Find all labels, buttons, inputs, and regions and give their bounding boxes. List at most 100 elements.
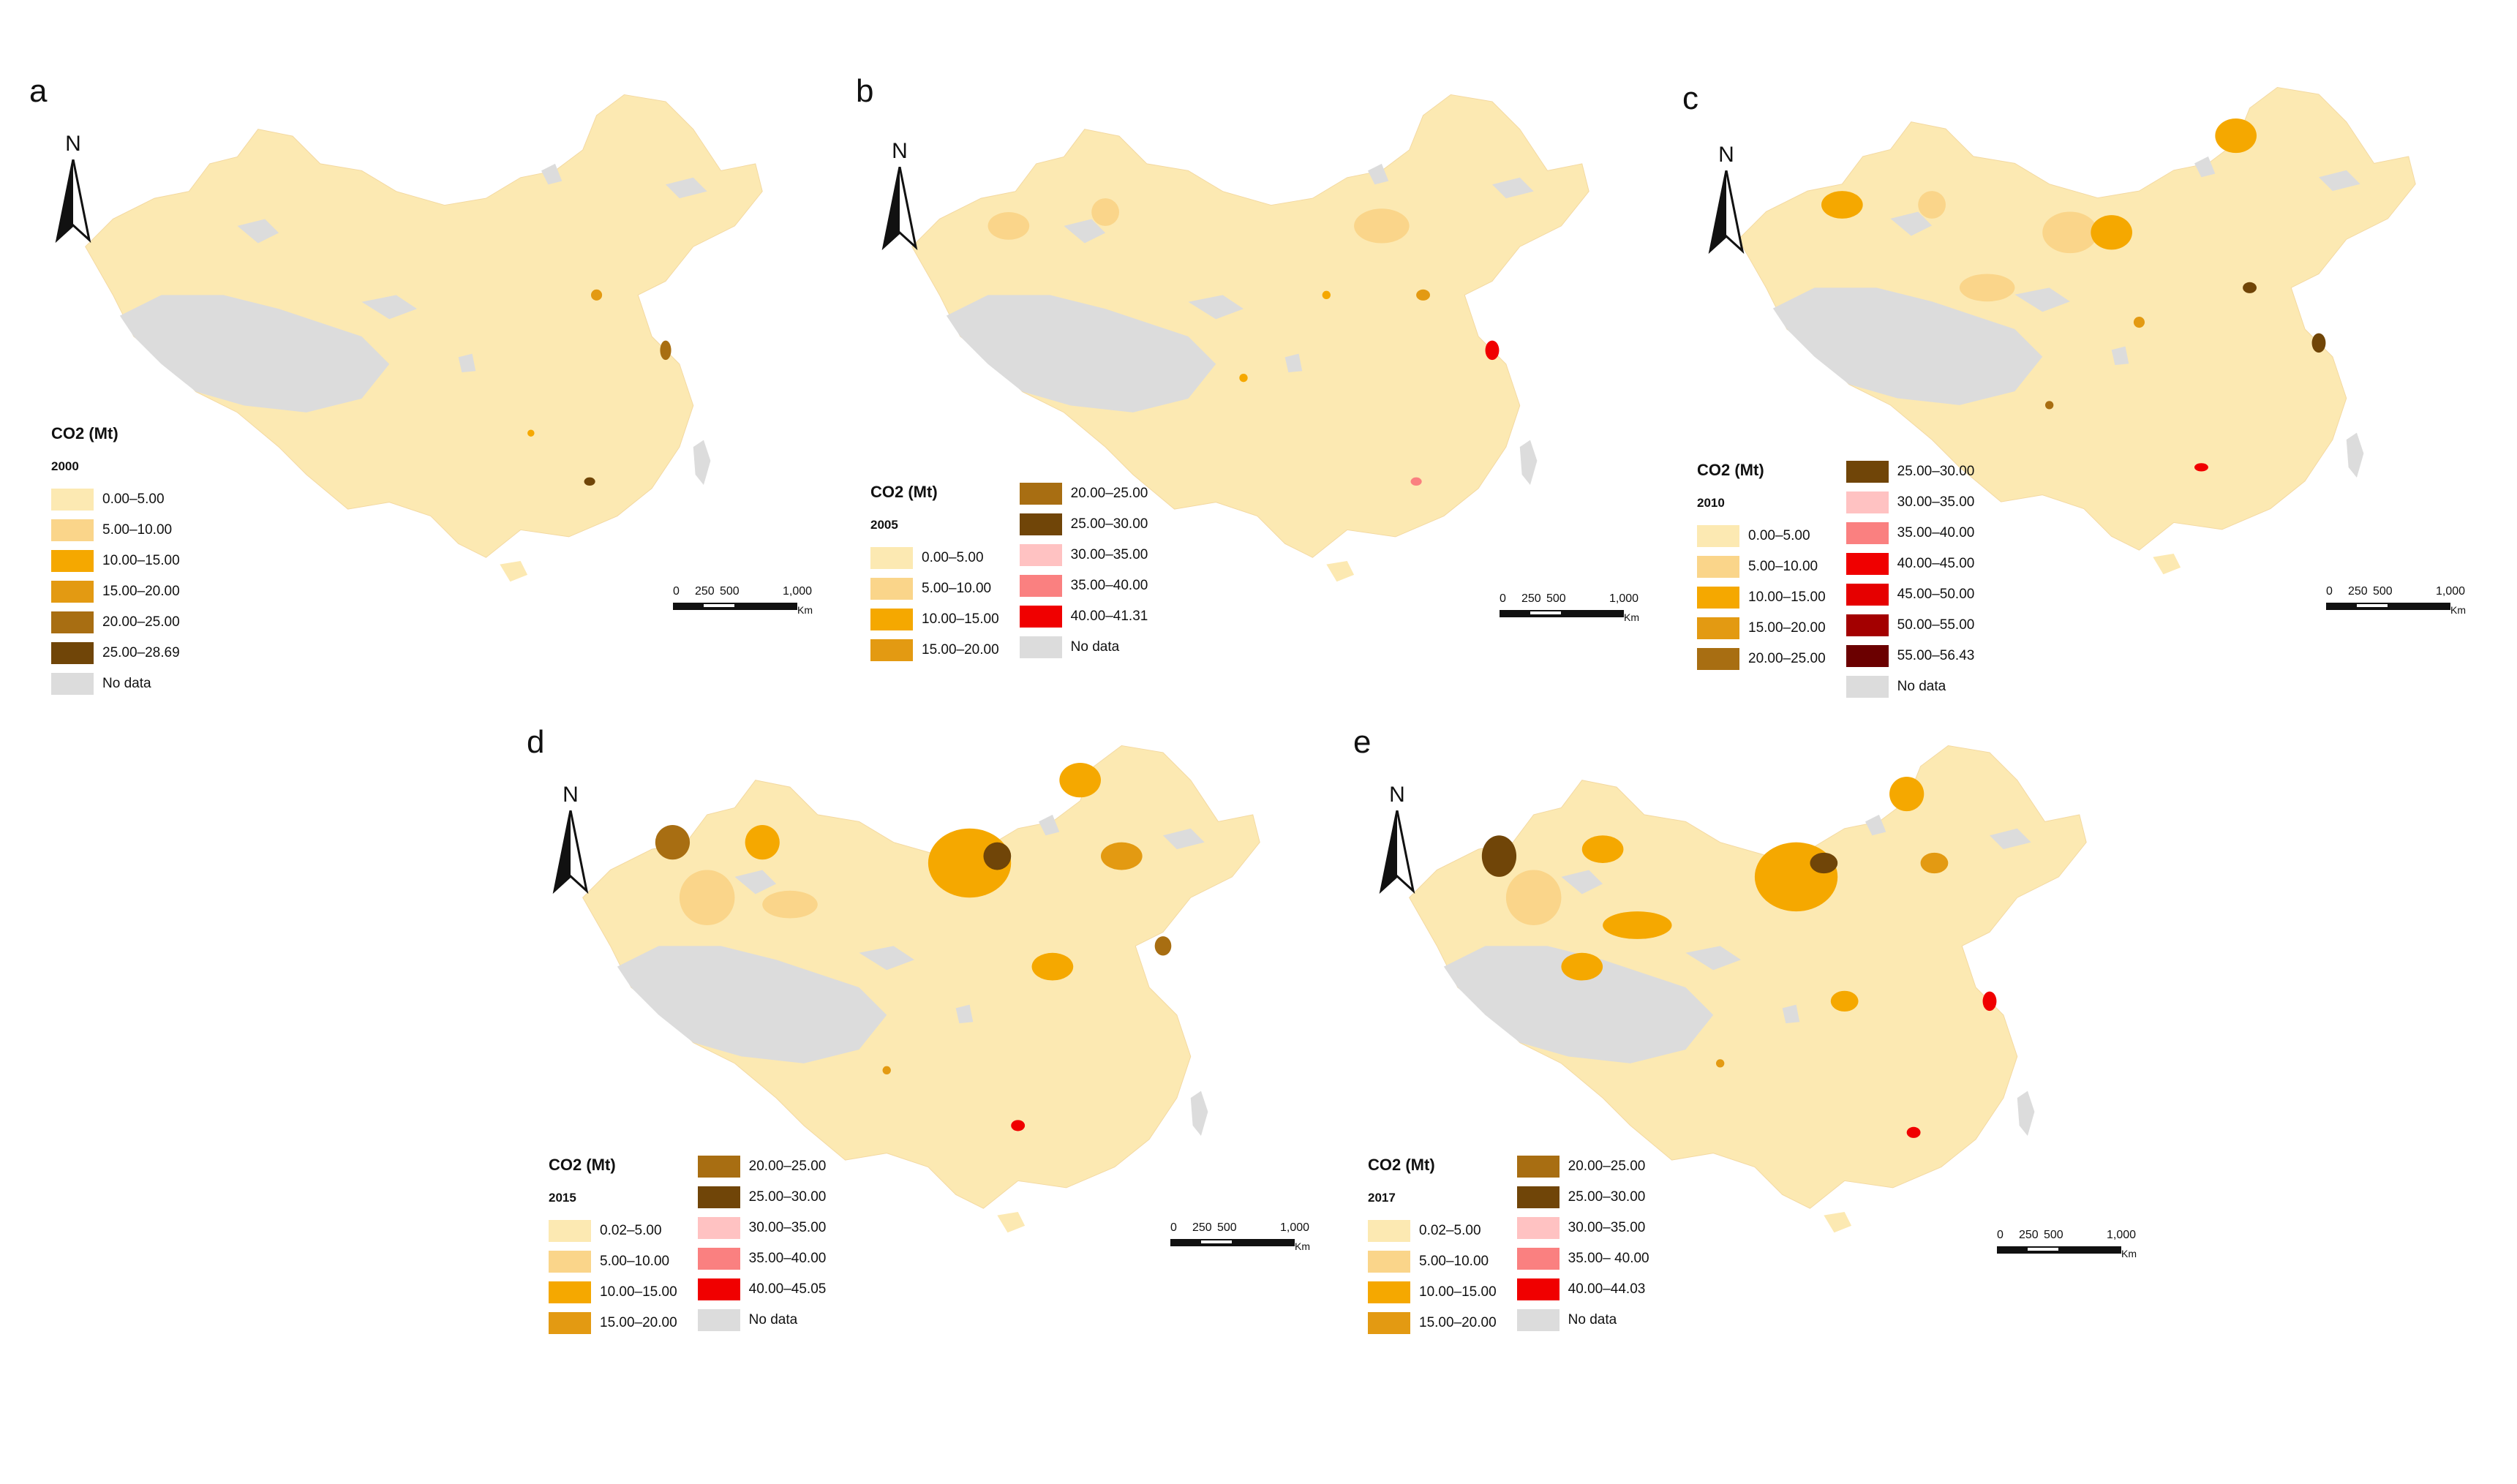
legend-item: 5.00–10.00: [1368, 1251, 1497, 1273]
no-data-region: [734, 870, 777, 894]
no-data-region: [458, 353, 476, 373]
legend-swatch: [549, 1220, 591, 1242]
legend-swatch: [1697, 587, 1739, 609]
no-data-region: [1163, 828, 1205, 850]
legend-swatch: [1368, 1220, 1410, 1242]
scale-unit: Km: [1295, 1240, 1310, 1252]
no-data-region: [1890, 211, 1933, 236]
legend-swatch: [1697, 617, 1739, 639]
china-land: [582, 745, 1260, 1209]
legend-swatch: [51, 611, 94, 633]
emission-hotspot: [1906, 1126, 1921, 1138]
legend-item: 55.00–56.43: [1846, 645, 1974, 667]
legend-swatch: [1697, 648, 1739, 670]
emission-hotspot: [1889, 776, 1925, 812]
legend-label: 40.00–45.05: [748, 1281, 827, 1297]
emission-hotspot: [1561, 952, 1603, 981]
legend-label: 5.00–10.00: [1419, 1254, 1489, 1269]
scale-tick-label: 500: [2044, 1229, 2063, 1241]
legend-item: 30.00–35.00: [1019, 544, 1148, 566]
legend-year: 2005: [870, 518, 898, 532]
legend-item: No data: [51, 673, 180, 695]
legend-item: 5.00–10.00: [549, 1251, 677, 1273]
emission-hotspot: [1481, 835, 1517, 877]
scale-tick-label: 250: [1192, 1221, 1212, 1234]
legend-label: 20.00–25.00: [1070, 486, 1148, 501]
no-data-region: [2111, 346, 2129, 366]
legend-title: CO2 (Mt): [51, 424, 118, 442]
legend-label: 50.00–55.00: [1897, 617, 1975, 633]
legend-item: 5.00–10.00: [51, 519, 180, 541]
north-arrow-icon: N: [1375, 783, 1419, 900]
china-land: [1738, 86, 2416, 551]
emission-hotspot: [2091, 215, 2132, 250]
emission-hotspot: [1091, 198, 1119, 226]
legend-label: 0.02–5.00: [600, 1223, 662, 1238]
legend-swatch: [1846, 461, 1889, 483]
taiwan-region: [2017, 1091, 2035, 1137]
china-land: [1409, 745, 2087, 1209]
legend-label: No data: [1568, 1312, 1617, 1327]
north-label: N: [1389, 783, 1405, 807]
legend-label: 20.00–25.00: [1568, 1159, 1646, 1174]
emission-hotspot: [1581, 835, 1624, 863]
scale-tick-label: 1,000: [2107, 1229, 2137, 1241]
legend-label: 5.00–10.00: [600, 1254, 670, 1269]
legend-label: 30.00–35.00: [1568, 1220, 1646, 1235]
no-data-region: [1039, 814, 1060, 836]
emission-hotspot: [591, 289, 603, 301]
emission-hotspot: [1920, 852, 1949, 874]
legend-swatch: [1846, 553, 1889, 575]
no-data-region: [859, 946, 914, 971]
legend-label: No data: [748, 1312, 798, 1327]
no-data-region: [541, 163, 563, 185]
emission-hotspot: [2133, 317, 2145, 328]
legend: CO2 (Mt) 2010 0.00–5.00 5.00–10.00 10.00–15.…: [1697, 461, 1974, 698]
legend-label: 25.00–28.69: [102, 645, 180, 660]
no-data-region: [1064, 219, 1106, 244]
legend-label: 25.00–30.00: [1070, 516, 1148, 532]
legend-swatch: [1516, 1309, 1560, 1331]
legend-item: 10.00–15.00: [870, 609, 999, 630]
no-data-region: [1443, 946, 1714, 1063]
map-panel-a: a N CO2 (Mt) 2000 0.00–5.00 5.00–10.00 10.00–1…: [29, 73, 834, 717]
emission-hotspot: [1485, 340, 1500, 361]
legend-item: 25.00–30.00: [1019, 513, 1148, 535]
legend-item: 35.00–40.00: [697, 1248, 826, 1270]
legend-label: 10.00–15.00: [102, 553, 180, 568]
map-panel-e: e N CO2 (Mt) 2017 0.02–5.00 5.00–10.00 10.00–1…: [1353, 724, 2158, 1368]
legend-item: No data: [1516, 1309, 1649, 1331]
legend-item: 10.00–15.00: [51, 550, 180, 572]
no-data-region: [119, 295, 390, 413]
no-data-region: [1865, 814, 1886, 836]
china-map: [1409, 745, 2087, 1233]
legend-year: 2000: [51, 459, 79, 473]
emission-hotspot: [762, 890, 818, 919]
scale-bar: 0 250 500 1,000 Km: [1170, 1221, 1324, 1258]
scale-tick-label: 1,000: [783, 585, 813, 598]
legend-year: 2010: [1697, 496, 1725, 510]
legend-item: 35.00–40.00: [1019, 575, 1148, 597]
north-label: N: [1718, 143, 1734, 167]
legend-item: 15.00–20.00: [51, 581, 180, 603]
scale-tick-label: 0: [1997, 1229, 2004, 1241]
legend-swatch: [697, 1186, 740, 1208]
legend-label: 0.02–5.00: [1419, 1223, 1481, 1238]
legend: CO2 (Mt) 2015 0.02–5.00 5.00–10.00 10.00–15.…: [549, 1156, 826, 1334]
taiwan-region: [693, 440, 711, 486]
emission-hotspot: [1959, 274, 2015, 302]
scale-bar: 0 250 500 1,000 Km: [2326, 585, 2480, 622]
hainan-region: [1824, 1211, 1852, 1233]
legend-item: 0.00–5.00: [51, 489, 180, 511]
legend-label: 5.00–10.00: [102, 522, 173, 538]
legend-title: CO2 (Mt): [549, 1156, 616, 1174]
legend-label: 0.00–5.00: [102, 491, 165, 507]
no-data-region: [1284, 353, 1303, 373]
legend-item: 35.00– 40.00: [1516, 1248, 1649, 1270]
legend-item: 10.00–15.00: [549, 1281, 677, 1303]
legend-label: 15.00–20.00: [1748, 620, 1826, 636]
emission-hotspot: [987, 212, 1030, 240]
scale-unit: Km: [1624, 611, 1639, 623]
legend-swatch: [870, 609, 913, 630]
scale-tick-label: 500: [1217, 1221, 1237, 1234]
